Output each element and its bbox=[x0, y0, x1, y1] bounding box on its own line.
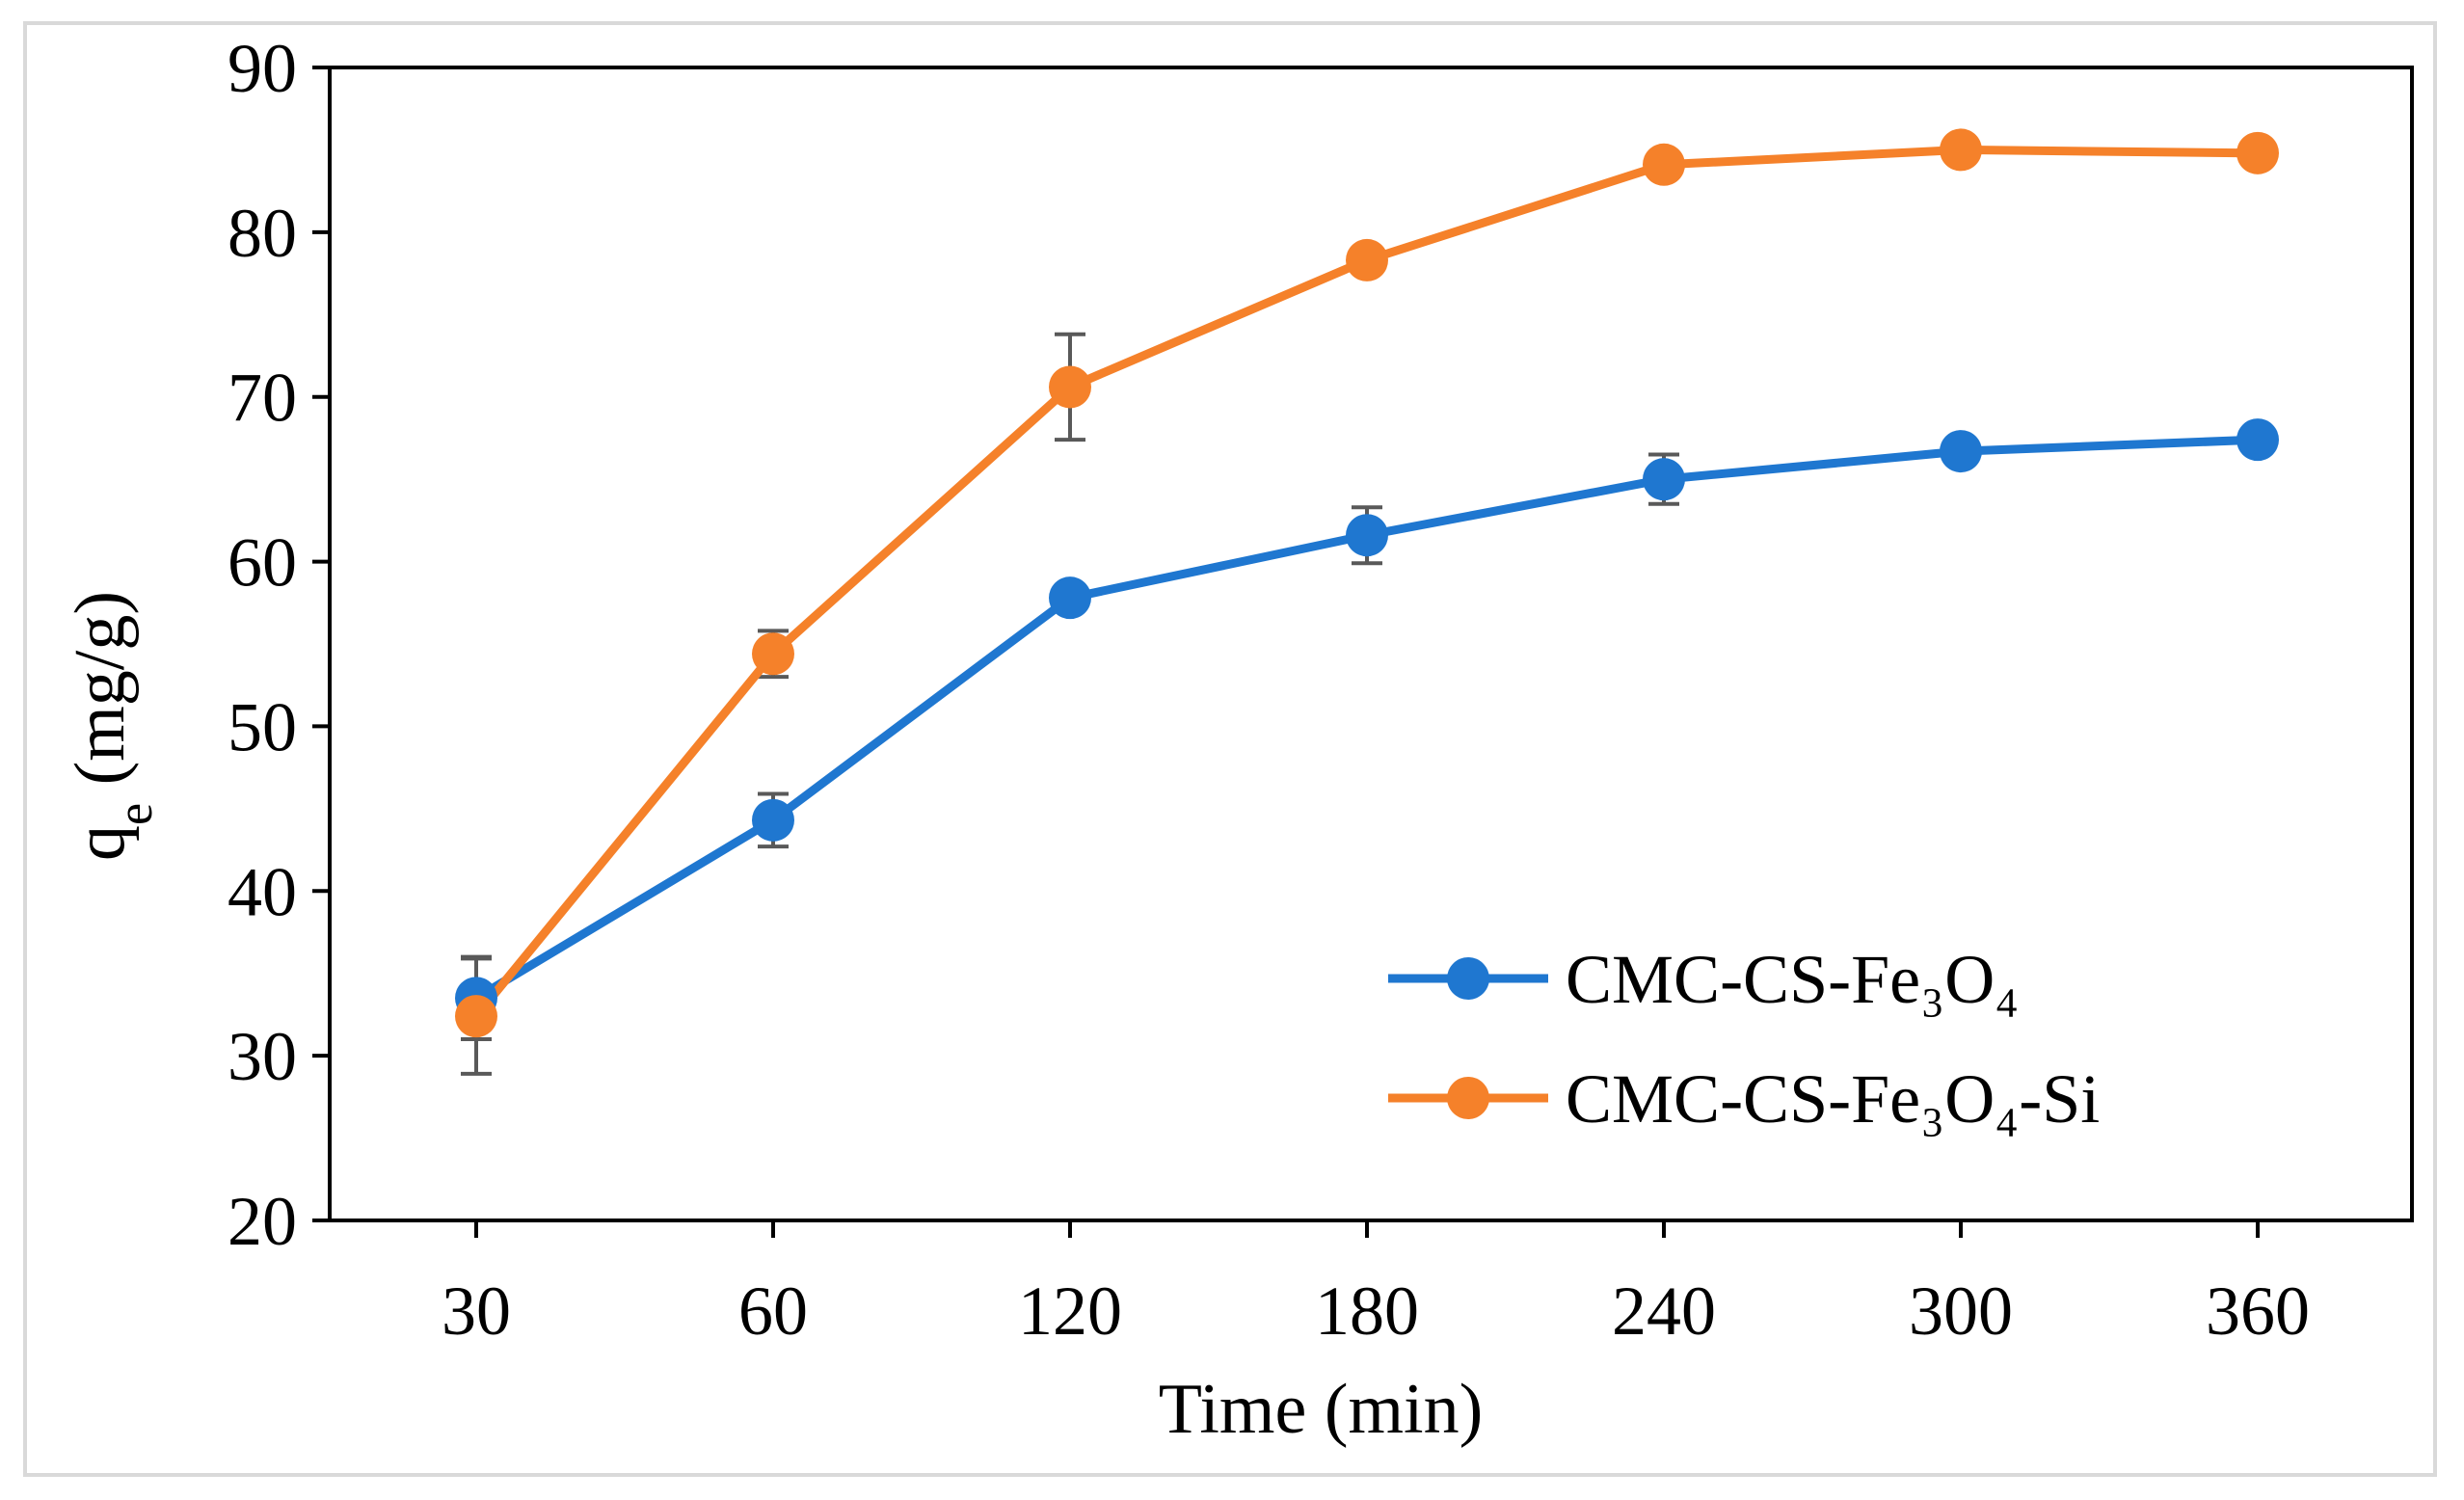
x-tick-label: 180 bbox=[1315, 1272, 1419, 1350]
y-tick-label: 50 bbox=[228, 688, 297, 765]
error-bars bbox=[461, 332, 1679, 1076]
x-tick-labels: 30 60 120 180 240 300 360 bbox=[442, 1272, 2310, 1350]
y-axis-title-units: (mg/g) bbox=[61, 591, 140, 803]
chart-frame: 20 30 40 50 60 70 80 90 30 60 120 180 240 300 360 Tim… bbox=[23, 21, 2437, 1477]
y-axis-title: qe (mg/g) bbox=[61, 591, 163, 861]
series-1-point bbox=[1940, 430, 1982, 473]
axes bbox=[312, 66, 2414, 1238]
legend-label-1: CMC-CS-Fe₃O₄ bbox=[1566, 941, 2019, 1018]
y-tick-label: 60 bbox=[228, 524, 297, 602]
y-tick-label: 30 bbox=[228, 1018, 297, 1095]
legend-label-2: CMC-CS-Fe₃O₄-Si bbox=[1566, 1060, 2100, 1138]
series-2-point bbox=[1049, 365, 1091, 409]
x-tick-label: 360 bbox=[2206, 1272, 2310, 1350]
series-2-point bbox=[1940, 128, 1982, 172]
series-1-point bbox=[1346, 514, 1388, 557]
y-tick-label: 40 bbox=[228, 853, 297, 930]
y-tick-label: 90 bbox=[228, 30, 297, 107]
series-2-point bbox=[1643, 143, 1685, 186]
series-1-point bbox=[1049, 576, 1091, 620]
y-tick-labels: 20 30 40 50 60 70 80 90 bbox=[228, 30, 297, 1260]
y-tick-label: 20 bbox=[228, 1183, 297, 1260]
x-tick-label: 120 bbox=[1018, 1272, 1122, 1350]
legend-marker-2 bbox=[1447, 1077, 1489, 1119]
x-axis-title: Time (min) bbox=[1159, 1370, 1483, 1449]
series-2-point bbox=[2236, 131, 2279, 174]
x-tick-label: 30 bbox=[442, 1272, 511, 1350]
series-2-point bbox=[752, 632, 794, 676]
chart: 20 30 40 50 60 70 80 90 30 60 120 180 240 300 360 Tim… bbox=[61, 30, 2414, 1449]
x-tick-label: 240 bbox=[1612, 1272, 1716, 1350]
y-axis-title-subscript: e bbox=[108, 803, 163, 825]
x-tick-label: 300 bbox=[1909, 1272, 2013, 1350]
series-2-point bbox=[1346, 238, 1388, 281]
legend-marker-1 bbox=[1447, 957, 1489, 1000]
plot-area-border bbox=[328, 66, 2414, 1222]
y-axis-title-main: q bbox=[61, 825, 140, 861]
series-1-point bbox=[1643, 458, 1685, 501]
series-1-point bbox=[752, 798, 794, 842]
y-tick-label: 70 bbox=[228, 360, 297, 437]
series-2-point bbox=[455, 995, 497, 1038]
legend: CMC-CS-Fe₃O₄ CMC-CS-Fe₃O₄-Si bbox=[1388, 941, 2100, 1138]
series-markers bbox=[455, 128, 2279, 1038]
y-tick-label: 80 bbox=[228, 195, 297, 272]
x-tick-label: 60 bbox=[738, 1272, 808, 1350]
series-1-point bbox=[2236, 418, 2279, 462]
